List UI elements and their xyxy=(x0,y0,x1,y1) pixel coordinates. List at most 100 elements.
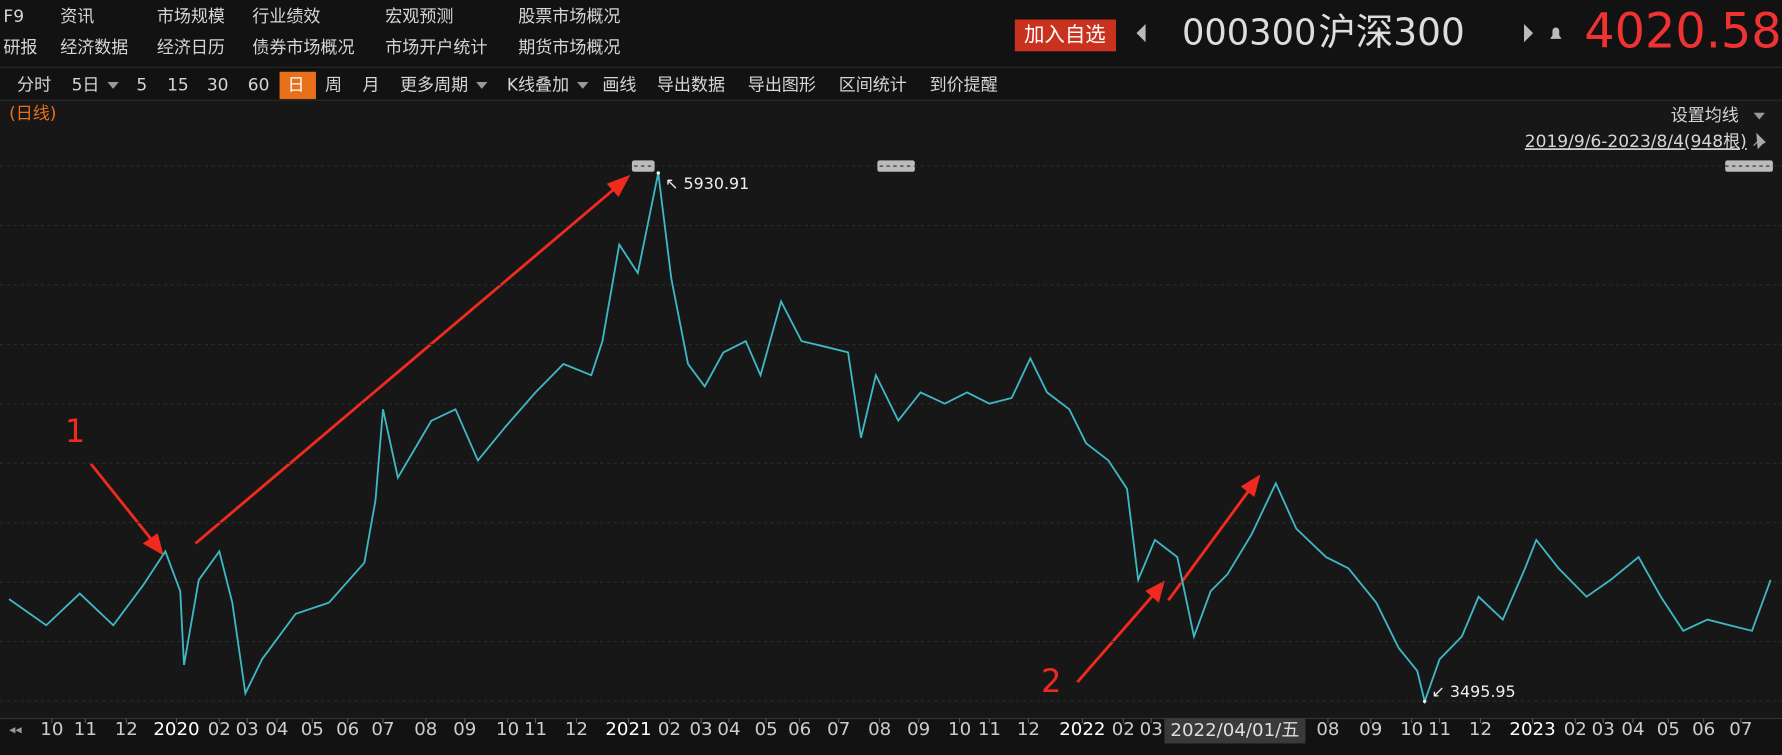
toolbar-item[interactable]: 画线 xyxy=(602,75,636,95)
x-tick-label: 10 xyxy=(496,719,519,740)
x-tick-label: 09 xyxy=(453,719,476,740)
extreme-point xyxy=(1422,699,1427,704)
x-tick-label: 05 xyxy=(301,719,324,740)
x-tick-label: 07 xyxy=(827,719,850,740)
dropdown-icon xyxy=(577,82,589,89)
x-tick-label: 12 xyxy=(1469,719,1492,740)
x-tick-label: 2021 xyxy=(605,719,651,740)
x-tick-label: 03 xyxy=(1140,719,1163,740)
x-tick-label: 2023 xyxy=(1509,719,1555,740)
menu-item[interactable]: 债券市场概况 xyxy=(252,38,354,58)
x-tick-label: 08 xyxy=(414,719,437,740)
x-tick-label: 12 xyxy=(115,719,138,740)
toolbar-item[interactable]: 月 xyxy=(363,75,380,95)
x-tick-label: 04 xyxy=(717,719,740,740)
toolbar-item[interactable]: 导出图形 xyxy=(748,75,816,95)
x-tick-label: 11 xyxy=(74,719,97,740)
menu-item[interactable]: 行业绩效 xyxy=(252,7,320,27)
x-tick-label: 2022 xyxy=(1059,719,1105,740)
price-line xyxy=(8,172,1772,705)
annotation: ↙ 3495.95 xyxy=(1431,682,1515,701)
x-tick-label: 09 xyxy=(907,719,930,740)
x-tick-label: 05 xyxy=(1657,719,1680,740)
toolbar-item[interactable]: 日 xyxy=(288,75,305,95)
add-button-bg[interactable] xyxy=(1014,19,1117,52)
x-tick-label: 11 xyxy=(978,719,1001,740)
x-tick-label: 03 xyxy=(689,719,712,740)
x-tick-label: 02 xyxy=(208,719,231,740)
x-tick-label: 07 xyxy=(1729,719,1752,740)
prev-arrow[interactable] xyxy=(1136,24,1146,43)
toolbar-item[interactable]: 15 xyxy=(167,75,189,95)
x-tick-label: 03 xyxy=(1592,719,1615,740)
x-tick-label: 02 xyxy=(1112,719,1135,740)
x-tick-label: 06 xyxy=(788,719,811,740)
add-button[interactable]: 加入自选 xyxy=(1024,22,1106,46)
stock-name: 沪深300 xyxy=(1318,10,1465,54)
pin-icon[interactable] xyxy=(1753,132,1766,150)
selected-period-bg xyxy=(279,71,316,100)
x-tick-label: 10 xyxy=(1400,719,1423,740)
ma-setting[interactable]: 设置均线 xyxy=(1671,106,1739,126)
x-tick-label: 10 xyxy=(948,719,971,740)
x-tick-label: 04 xyxy=(1621,719,1644,740)
next-arrow[interactable] xyxy=(1524,24,1534,43)
callout: 1 xyxy=(65,412,85,450)
toolbar-item[interactable]: 区间统计 xyxy=(839,75,907,95)
stock-code: 000300 xyxy=(1182,12,1316,53)
x-tick-label: 11 xyxy=(524,719,547,740)
menu-item[interactable]: F9 xyxy=(3,7,24,27)
chart-area xyxy=(0,100,1782,720)
toolbar-item[interactable]: 60 xyxy=(248,75,270,95)
x-tick-label: 07 xyxy=(371,719,394,740)
x-tick-label: 09 xyxy=(1359,719,1382,740)
arrows xyxy=(89,174,1261,684)
toolbar-item[interactable]: 30 xyxy=(207,75,229,95)
x-tick-label: 08 xyxy=(1316,719,1339,740)
x-tick-label: 06 xyxy=(336,719,359,740)
extreme-point xyxy=(656,171,660,175)
dropdown-icon xyxy=(107,82,119,89)
range[interactable]: 2019/9/6-2023/8/4(948根) xyxy=(1525,132,1747,152)
x-tick-label: 02 xyxy=(1564,719,1587,740)
menu-item[interactable]: 股票市场概况 xyxy=(518,7,620,27)
menu-item[interactable]: 研报 xyxy=(3,38,37,58)
dropdown-icon xyxy=(1753,112,1765,120)
alert-icon[interactable] xyxy=(1550,27,1562,39)
menu-item[interactable]: 经济日历 xyxy=(157,38,225,58)
period-label: (日线) xyxy=(9,104,56,124)
x-tick-label: 10 xyxy=(40,719,63,740)
toolbar-item[interactable]: 周 xyxy=(325,75,342,95)
scroll-left[interactable]: ◂◂ xyxy=(9,721,22,736)
toolbar-item[interactable]: 5日 xyxy=(72,75,100,95)
x-tick-label: 03 xyxy=(236,719,259,740)
x-tick-label: 06 xyxy=(1692,719,1715,740)
hover-label-bg xyxy=(1164,718,1306,744)
menu-item[interactable]: 期货市场概况 xyxy=(518,38,620,58)
menu-item[interactable]: 市场开户统计 xyxy=(385,38,487,58)
dropdown-icon xyxy=(476,82,488,89)
x-tick-label: 04 xyxy=(265,719,288,740)
toolbar-item[interactable]: 更多周期 xyxy=(400,75,468,95)
toolbar-item[interactable]: 导出数据 xyxy=(657,75,725,95)
x-tick-label: 12 xyxy=(565,719,588,740)
toolbar-item[interactable]: K线叠加 xyxy=(507,75,569,95)
hover-label: 2022/04/01/五 xyxy=(1170,720,1299,741)
menu-item[interactable]: 经济数据 xyxy=(60,38,128,58)
toolbar-item[interactable]: 分时 xyxy=(17,75,51,95)
x-tick-label: 11 xyxy=(1428,719,1451,740)
x-tick-label: 05 xyxy=(755,719,778,740)
toolbar-item[interactable]: 5 xyxy=(136,75,147,95)
price: 4020.58 xyxy=(1584,4,1781,59)
x-tick-label: 2020 xyxy=(153,719,199,740)
menu-item[interactable]: 宏观预测 xyxy=(385,7,453,27)
toolbar-item[interactable]: 到价提醒 xyxy=(930,75,998,95)
menu-item[interactable]: 资讯 xyxy=(60,7,94,27)
menu-item[interactable]: 市场规模 xyxy=(157,7,225,27)
x-tick-label: 08 xyxy=(868,719,891,740)
callout: 2 xyxy=(1041,662,1061,700)
x-tick-label: 02 xyxy=(658,719,681,740)
annotation: ↖ 5930.91 xyxy=(665,174,749,193)
x-tick-label: 12 xyxy=(1017,719,1040,740)
